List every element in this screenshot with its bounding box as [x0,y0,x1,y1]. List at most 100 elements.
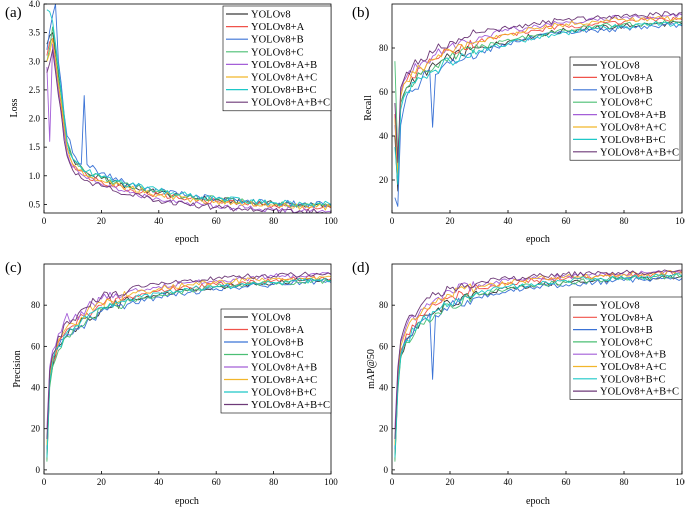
legend-label: YOLOv8+A [251,22,305,33]
y-tick-label: 1.5 [29,142,41,152]
x-axis-title: epoch [175,496,199,507]
series-line-yolov8-a [394,16,682,181]
legend-label: YOLOv8+C [251,47,304,58]
x-tick-label: 20 [97,216,107,226]
chart-panel-a: 0 20 40 60 80 100 0.5 1.0 1.5 2.0 2.5 3.0 3.5 4.0 epoc… [5,0,338,245]
legend-label: YOLOv8 [251,313,291,324]
y-tick-label: 80 [31,300,41,310]
legend-label: YOLOv8+B [251,338,304,349]
legend-label: YOLOv8+A [251,325,305,336]
series-group [394,269,682,462]
series-group [394,11,682,207]
y-tick-label: 40 [379,131,389,141]
legend-label: YOLOv8 [600,61,640,72]
legend-label: YOLOv8+A [600,313,654,324]
x-tick-label: 100 [675,477,685,487]
legend-label: YOLOv8+A+B+C [600,387,679,398]
y-axis-title: Precision [12,350,23,387]
panel-label: (c) [5,260,22,276]
legend-box [222,5,332,112]
y-tick-label: 40 [31,383,41,393]
legend-label: YOLOv8+A+B [600,110,666,121]
series-line-yolov8-b-c [394,21,682,185]
series-line-yolov8-a-b [46,272,331,429]
x-tick-label: 20 [97,477,107,487]
x-tick-label: 80 [269,477,279,487]
legend-label: YOLOv8+A+B [600,350,666,361]
x-tick-label: 80 [620,477,630,487]
legend-label: YOLOv8+C [600,337,653,348]
y-tick-label: 3.5 [29,28,41,38]
x-tick-label: 60 [212,216,222,226]
legend-label: YOLOv8+B [251,35,304,46]
legend-box [569,296,683,400]
x-tick-label: 40 [504,477,514,487]
y-axis-title: Loss [9,98,20,117]
legend-label: YOLOv8+A+C [600,362,666,373]
legend-label: YOLOv8+B+C [251,388,317,399]
legend-label: YOLOv8+C [251,350,304,361]
legend-box [220,308,332,414]
panel-label: (a) [5,5,22,21]
x-tick-label: 20 [446,216,456,226]
series-line-yolov8-a-c [46,37,331,211]
y-tick-label: 40 [379,383,389,393]
legend-label: YOLOv8 [600,301,640,312]
x-tick-label: 100 [324,216,338,226]
legend-label: YOLOv8+B+C [600,374,666,385]
x-tick-label: 40 [504,216,514,226]
series-group [46,271,331,462]
series-line-yolov8-b [394,276,682,450]
legend-box [569,56,681,161]
y-tick-label: 80 [379,300,389,310]
x-tick-label: 60 [212,477,222,487]
x-axis-title: epoch [175,234,199,245]
y-tick-label: 80 [379,43,389,53]
x-tick-label: 100 [675,216,685,226]
legend: YOLOv8YOLOv8+AYOLOv8+BYOLOv8+CYOLOv8+A+B… [569,56,681,161]
axes-frame [391,3,683,214]
y-tick-label: 20 [31,424,41,434]
y-tick-label: 2.0 [29,114,41,124]
series-line-yolov8-b-c [394,273,682,458]
legend-label: YOLOv8+A+B [251,60,317,71]
x-tick-label: 0 [42,216,47,226]
legend-label: YOLOv8+A+C [251,73,317,84]
y-tick-label: 3.0 [29,56,41,66]
series-group [46,4,331,213]
legend-label: YOLOv8+B+C [600,135,666,146]
legend: YOLOv8YOLOv8+AYOLOv8+BYOLOv8+CYOLOv8+A+B… [569,296,683,400]
y-tick-label: 60 [379,341,389,351]
legend-label: YOLOv8+A+B+C [251,98,330,109]
chart-panel-c: 0 20 40 60 80 100 0 20 40 60 80 epoch Precision (c) YO… [5,260,338,507]
y-tick-label: 60 [379,87,389,97]
legend-label: YOLOv8+A+C [251,375,317,386]
series-line-yolov8-a-b-c [394,269,682,440]
x-axis-title: epoch [526,234,550,245]
series-line-yolov8-a-c [394,15,682,177]
x-tick-label: 60 [562,477,572,487]
series-line-yolov8-b-c [46,277,331,458]
legend-label: YOLOv8+A+B+C [600,147,679,158]
chart-panel-d: 0 20 40 60 80 100 0 20 40 60 80 epoch mAP@50 (d) YOLOv… [352,260,685,507]
legend-label: YOLOv8+A+C [600,123,666,134]
series-line-yolov8-a-b-c [394,11,682,163]
y-tick-label: 20 [379,424,389,434]
x-tick-label: 80 [269,216,279,226]
x-tick-label: 40 [154,216,164,226]
x-tick-label: 100 [324,477,338,487]
series-line-yolov8-b [46,279,331,450]
y-tick-label: 0 [36,465,41,475]
y-tick-label: 1.0 [29,171,41,181]
legend-label: YOLOv8+A [600,73,654,84]
x-tick-label: 40 [154,477,164,487]
series-line-yolov8-c [46,26,331,208]
y-tick-label: 2.5 [29,85,41,95]
x-tick-label: 0 [390,477,395,487]
legend-label: YOLOv8+B+C [251,85,317,96]
legend-label: YOLOv8+B [600,85,653,96]
chart-panel-b: 0 20 40 60 80 100 20 40 60 80 epoch Recall (b) YOLOv8… [352,3,685,245]
y-tick-label: 0 [384,465,389,475]
y-axis-title: mAP@50 [366,349,377,389]
